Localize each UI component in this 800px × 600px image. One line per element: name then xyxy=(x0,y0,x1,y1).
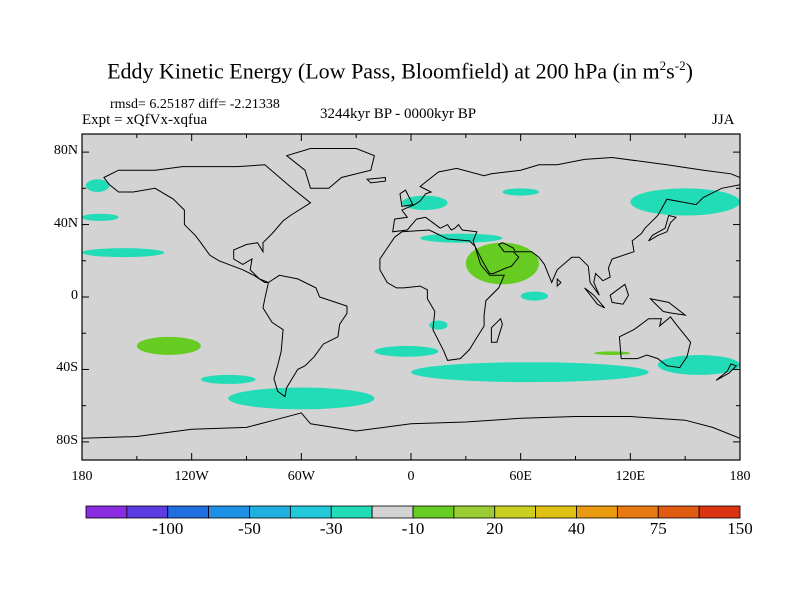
rmsd-diff-label: rmsd= 6.25187 diff= -2.21338 xyxy=(110,97,280,112)
coastline-iceland xyxy=(365,176,386,184)
coastline-madagascar xyxy=(490,317,503,343)
map-background xyxy=(82,134,740,460)
x-tick-label: 0 xyxy=(407,469,415,484)
x-tick-label: 180 xyxy=(71,469,93,484)
colorbar-box xyxy=(289,505,332,519)
colorbar-box xyxy=(249,505,291,519)
experiment-label: Expt = xQfVx-xqfua xyxy=(82,112,208,128)
axis-ticks xyxy=(81,134,741,460)
colorbar-box xyxy=(657,505,700,519)
anomaly-region-0 xyxy=(85,179,110,192)
y-tick-label: 40N xyxy=(53,215,78,231)
colorbar-label: 40 xyxy=(568,519,585,538)
coastline-antarctica xyxy=(82,412,740,439)
colorbar-box xyxy=(453,505,496,519)
anomaly-region-11 xyxy=(657,354,740,375)
coastline-australia xyxy=(618,316,692,369)
x-tick-label: 60E xyxy=(509,469,532,484)
x-tick-label: 120E xyxy=(615,469,646,484)
anomaly-region-15 xyxy=(136,336,201,355)
season-label: JJA xyxy=(712,112,735,128)
coastline-sumatra xyxy=(584,287,606,309)
y-tick-label: 80N xyxy=(53,143,78,159)
period-label: 3244kyr BP - 0000kyr BP xyxy=(320,106,477,122)
x-tick-label: 120W xyxy=(174,469,209,484)
colorbar-label: -30 xyxy=(319,519,343,538)
coastline-new-guinea xyxy=(648,297,688,316)
colorbar-box xyxy=(576,505,618,519)
colorbar-box xyxy=(208,505,250,519)
anomaly-region-16 xyxy=(593,351,631,355)
colorbar-box xyxy=(412,505,455,519)
anomaly-region-12 xyxy=(520,291,549,301)
anomaly-region-2 xyxy=(82,248,165,258)
anomaly-region-5 xyxy=(502,188,539,196)
colorbar-box xyxy=(698,505,741,519)
x-tick-label: 180 xyxy=(729,469,751,484)
anomaly-region-10 xyxy=(411,362,649,383)
coastline-eurasia xyxy=(392,156,740,296)
colorbar-label: -10 xyxy=(401,519,425,538)
colorbar-box xyxy=(494,505,537,519)
coastline-africa xyxy=(379,229,505,361)
colorbar-box xyxy=(616,505,659,519)
y-tick-label: 40S xyxy=(56,360,78,376)
colorbar-box xyxy=(85,505,128,519)
colorbar-label: 75 xyxy=(649,519,667,538)
anomaly-region-13 xyxy=(429,320,448,330)
colorbar-box xyxy=(126,505,169,519)
colorbar-box xyxy=(535,505,577,519)
y-tick-label: 80S xyxy=(56,432,78,448)
anomaly-region-9 xyxy=(374,345,439,357)
anomaly-region-7 xyxy=(200,374,256,384)
chart-title: Eddy Kinetic Energy (Low Pass, Bloomfiel… xyxy=(107,58,693,84)
y-tick-label: 0 xyxy=(71,288,78,303)
colorbar-label: -50 xyxy=(238,519,261,538)
colorbar-label: 20 xyxy=(486,519,504,538)
anomaly-region-3 xyxy=(401,195,448,211)
coastline-north-america xyxy=(103,164,312,283)
colorbar-label: -100 xyxy=(152,519,184,538)
coastlines xyxy=(82,148,740,439)
colorbar-box xyxy=(371,505,414,519)
coastline-borneo xyxy=(609,283,630,305)
anomaly-region-1 xyxy=(82,213,119,221)
coastline-sri-lanka xyxy=(556,277,562,288)
coastline-new-zealand xyxy=(715,363,738,381)
colorbar xyxy=(85,505,741,519)
anomaly-regions xyxy=(82,179,740,410)
x-tick-label: 60W xyxy=(287,469,315,484)
colorbar-box xyxy=(167,505,210,519)
anomaly-region-4 xyxy=(420,233,503,243)
colorbar-label: 150 xyxy=(727,519,753,538)
anomaly-region-8 xyxy=(228,387,375,410)
coastline-greenland xyxy=(285,148,375,189)
coastline-japan xyxy=(648,214,677,242)
coastline-south-america xyxy=(262,274,348,398)
colorbar-box xyxy=(330,505,373,519)
anomaly-region-14 xyxy=(465,242,539,285)
coastline-british-isles xyxy=(399,189,414,207)
anomaly-region-6 xyxy=(630,188,740,216)
